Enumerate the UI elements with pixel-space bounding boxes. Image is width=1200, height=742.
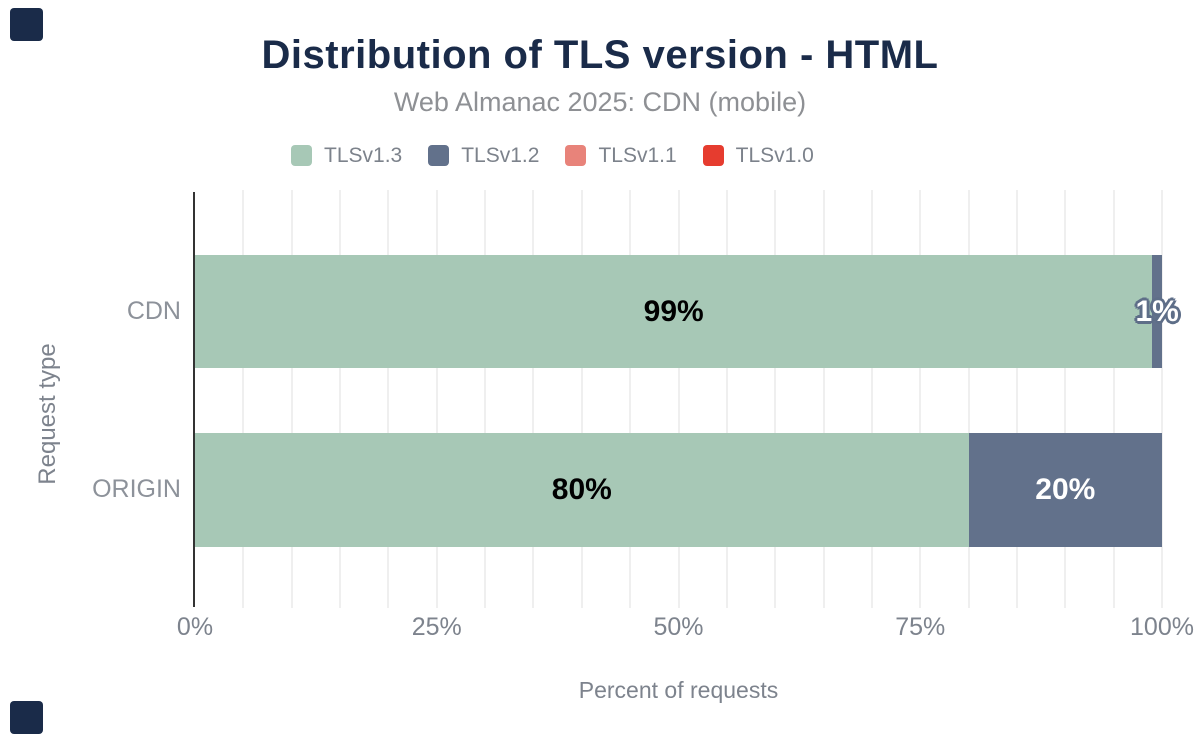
legend-label: TLSv1.3 [324,143,403,167]
gridline-80 [967,190,970,608]
bar-value-label-origin-tlsv1-3: 80% [551,473,612,506]
gridline-55 [725,190,728,608]
legend-swatch-tlsv1-1 [565,144,587,166]
x-tick-100: 100% [1130,613,1194,641]
gridline-60 [774,190,777,608]
x-tick-75: 75% [895,613,946,641]
x-tick-25: 25% [411,613,462,641]
decorative-navy-square-bottom-left [10,701,43,734]
decorative-navy-square-top-left [10,8,43,41]
x-axis-title: Percent of requests [578,677,779,703]
x-tick-50: 50% [653,613,704,641]
gridline-85 [1015,190,1018,608]
bar-value-label-cdn-tlsv1-3: 99% [643,294,704,328]
gridline-70 [870,190,873,608]
bar-value-label-cdn-tlsv1-2: 1% [1135,294,1179,328]
legend-swatch-tlsv1-2 [428,144,450,166]
bar-segment-origin-tlsv1-2[interactable]: 20% [968,433,1162,547]
x-axis-ticks: 0% 25% 50% 75% 100% [177,613,1194,645]
gridline-15 [339,190,342,608]
gridline-100 [1161,190,1163,608]
gridline-45 [629,190,632,608]
gridline-30 [484,190,487,608]
gridline-10 [290,190,293,608]
chart-title: Distribution of TLS version - HTML [261,33,939,77]
y-axis-title: Request type [34,343,61,485]
bar-segment-cdn-tlsv1-3[interactable]: 99% [195,255,1153,368]
gridline-20 [387,190,390,608]
gridline-50 [677,190,680,608]
bar-segment-origin-tlsv1-3[interactable]: 80% [195,433,969,547]
category-label-cdn: CDN [126,297,181,325]
legend: TLSv1.3 TLSv1.2 TLSv1.1 TLSv1.0 [291,142,814,168]
bar-segment-cdn-tlsv1-2[interactable]: 1% [1135,255,1179,368]
legend-label: TLSv1.0 [735,143,814,167]
legend-item-tlsv1-0[interactable]: TLSv1.0 [702,143,814,167]
legend-swatch-tlsv1-0 [702,144,724,166]
category-label-origin: ORIGIN [92,475,181,503]
chart-subtitle: Web Almanac 2025: CDN (mobile) [393,87,807,117]
bar-value-label-origin-tlsv1-2: 20% [1035,473,1096,506]
legend-item-tlsv1-3[interactable]: TLSv1.3 [291,143,403,167]
legend-label: TLSv1.2 [461,143,540,167]
legend-item-tlsv1-1[interactable]: TLSv1.1 [565,143,677,167]
gridline-40 [580,190,583,608]
gridline-5 [242,190,245,608]
bar-row-cdn: 99% 1% [195,255,1179,368]
plot-area: 99% 1% 80% 20% [193,190,1179,608]
y-axis-line [193,192,195,607]
gridline-75 [919,190,922,608]
gridline-35 [532,190,535,608]
legend-swatch-tlsv1-3 [291,144,312,166]
gridline-95 [1112,190,1115,608]
gridline-65 [822,190,825,608]
gridline-90 [1064,190,1067,608]
legend-label: TLSv1.1 [598,143,677,167]
x-tick-0: 0% [176,613,214,641]
legend-item-tlsv1-2[interactable]: TLSv1.2 [428,143,540,167]
gridline-25 [435,190,438,608]
bar-row-origin: 80% 20% [195,433,1162,547]
